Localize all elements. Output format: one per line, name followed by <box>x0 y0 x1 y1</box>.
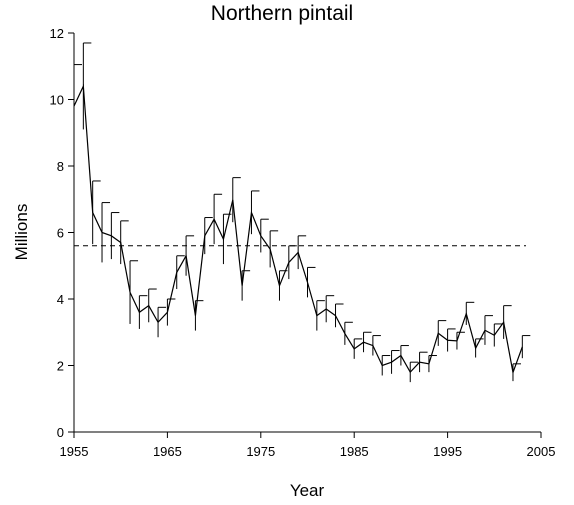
error-bar <box>250 190 260 235</box>
error-bar <box>316 300 325 331</box>
error-bar <box>344 321 353 345</box>
error-bar <box>512 363 521 382</box>
error-bar <box>325 295 335 323</box>
error-bar <box>73 64 82 148</box>
x-axis-label: Year <box>290 481 325 500</box>
error-bar <box>82 42 92 130</box>
x-tick-label: 1965 <box>153 444 182 459</box>
error-bar <box>288 245 297 280</box>
error-bar <box>307 266 316 298</box>
x-tick-label: 1995 <box>433 444 462 459</box>
error-bar <box>92 180 101 245</box>
error-bar <box>493 323 503 347</box>
error-bar <box>521 335 531 359</box>
y-tick-label: 10 <box>50 93 64 108</box>
y-tick-label: 12 <box>50 26 64 41</box>
error-bar <box>269 230 279 268</box>
y-tick-label: 0 <box>57 425 64 440</box>
error-bar <box>260 218 269 253</box>
error-bar <box>110 212 120 260</box>
error-bar <box>185 235 195 276</box>
error-bar <box>437 320 447 346</box>
error-bar <box>129 260 139 324</box>
error-bar <box>213 193 223 245</box>
error-bar <box>138 295 148 329</box>
error-bar <box>456 331 465 350</box>
x-tick-label: 1975 <box>246 444 275 459</box>
error-bar <box>353 338 363 359</box>
y-axis-label: Millions <box>12 204 31 261</box>
error-bar <box>391 350 400 374</box>
x-tick-label: 1985 <box>340 444 369 459</box>
y-tick-label: 2 <box>57 359 64 374</box>
error-bar <box>166 298 176 326</box>
x-tick-label: 1955 <box>60 444 89 459</box>
error-bar <box>372 335 381 356</box>
chart-title: Northern pintail <box>211 2 353 25</box>
error-bar <box>120 220 129 265</box>
error-bar <box>465 301 475 325</box>
y-tick-label: 8 <box>57 159 64 174</box>
y-tick-label: 6 <box>57 226 64 241</box>
x-tick-label: 2005 <box>527 444 556 459</box>
error-bar <box>157 306 167 338</box>
y-tick-label: 4 <box>57 292 64 307</box>
data-line <box>73 83 523 375</box>
error-bar <box>503 305 512 339</box>
